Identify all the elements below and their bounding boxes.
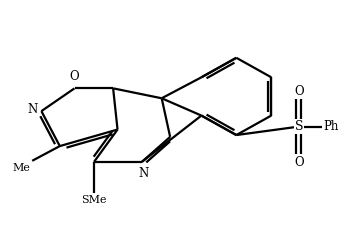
Text: Me: Me: [12, 163, 31, 173]
Text: N: N: [27, 103, 37, 116]
Text: SMe: SMe: [81, 195, 107, 205]
Text: O: O: [294, 156, 304, 169]
Text: O: O: [294, 85, 304, 98]
Text: S: S: [295, 120, 303, 133]
Text: N: N: [139, 167, 149, 180]
Text: O: O: [70, 70, 79, 83]
Text: Ph: Ph: [323, 120, 339, 133]
